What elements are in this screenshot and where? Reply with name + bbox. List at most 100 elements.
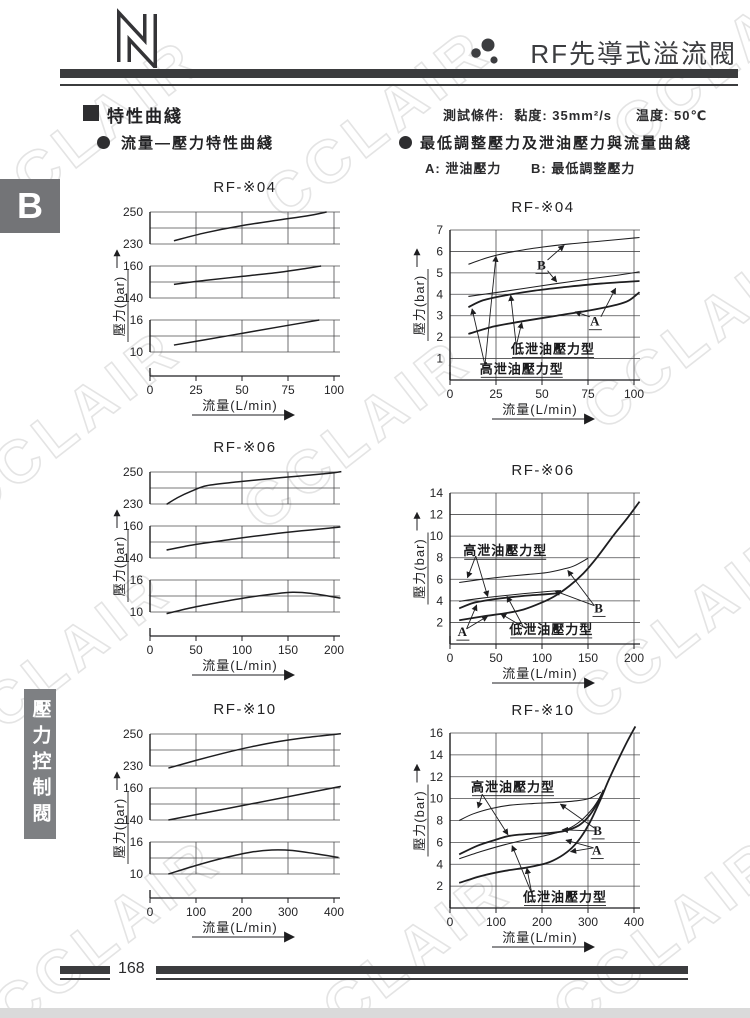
- x-tick-label: 300: [578, 915, 598, 929]
- y-axis-label: 壓力(bar): [412, 275, 427, 335]
- curve-band-2: [168, 849, 339, 875]
- y-axis-label: 壓力(bar): [112, 536, 127, 596]
- curve-band-1: [168, 785, 342, 821]
- left-heading-bullet: [97, 136, 110, 149]
- series-curve-1: [459, 590, 559, 602]
- annotation-label: 低泄油壓力型: [510, 342, 595, 357]
- y-axis-label-group: 壓力(bar): [112, 771, 129, 864]
- chart-min-pressure-rf10: RF-※10 2 4 6 8 10 12 14 16 高泄油壓力型 B A 低泄油壓力型 0 100 200 3…: [400, 699, 665, 964]
- chart-svg-min-pressure-rf06: RF-※06 2 4 6 8 10 12 14 高泄油壓力型 B A 低泄油壓力型 0 50 100 150 2…: [412, 462, 644, 689]
- x-tick-label: 75: [581, 387, 595, 401]
- y-axis-label: 壓力(bar): [412, 538, 427, 598]
- x-tick-label: 50: [535, 387, 549, 401]
- curve-band-0: [166, 470, 342, 505]
- footer-rule-left-thin: [60, 978, 110, 980]
- y-axis-label-group: 壓力(bar): [112, 249, 129, 342]
- annotation-label: 高泄油壓力型: [480, 361, 564, 376]
- y-tick-label: 4: [436, 594, 443, 608]
- x-tick-label: 50: [189, 643, 203, 657]
- y-tick-label: 6: [436, 244, 443, 258]
- x-tick-label: 0: [447, 651, 454, 665]
- y-tick-label: 14: [430, 748, 444, 762]
- header-rule-thin: [60, 84, 738, 86]
- chart-title: RF-※06: [511, 462, 574, 479]
- brand-logo: [98, 6, 172, 72]
- annotation-label: B: [537, 257, 547, 272]
- x-tick-label: 150: [578, 651, 598, 665]
- y-axis-label: 壓力(bar): [112, 798, 127, 858]
- chart-title: RF-※10: [213, 701, 276, 718]
- series-curve-2: [468, 280, 640, 308]
- y-tick-label: 160: [123, 781, 143, 795]
- chart-svg-min-pressure-rf10: RF-※10 2 4 6 8 10 12 14 16 高泄油壓力型 BA 低泄油壓力型 0 100 200 3…: [412, 702, 644, 953]
- y-tick-label: 250: [123, 205, 143, 219]
- test-conditions-label: 測試條件:: [443, 108, 505, 123]
- chart-title: RF-※06: [213, 439, 276, 456]
- curve-band-0: [173, 211, 327, 242]
- series-curve-2: [458, 789, 605, 856]
- x-tick-label: 25: [189, 383, 203, 397]
- section-marker: [83, 105, 99, 121]
- chart-flow-pressure-rf04: RF-※04 250 230 160 140 16 10 0 25 50 75 100 流量(L/min…: [100, 176, 362, 424]
- right-heading-bullet: [399, 136, 412, 149]
- y-tick-label: 14: [430, 486, 444, 500]
- x-tick-label: 100: [232, 643, 252, 657]
- x-tick-label: 100: [186, 905, 206, 919]
- page-bottom-strip: [0, 1008, 750, 1018]
- test-viscosity: 黏度: 35mm²/s: [514, 108, 613, 123]
- x-tick-label: 0: [447, 915, 454, 929]
- y-axis-label-group: 壓力(bar): [412, 763, 429, 857]
- x-tick-label: 100: [624, 387, 644, 401]
- y-tick-label: 8: [436, 551, 443, 565]
- y-tick-label: 5: [436, 266, 443, 280]
- series-curve-3: [458, 726, 637, 884]
- y-tick-label: 10: [430, 792, 444, 806]
- y-tick-label: 160: [123, 519, 143, 533]
- y-axis-label-group: 壓力(bar): [412, 248, 429, 341]
- y-tick-label: 4: [436, 857, 443, 871]
- annotation-label: 低泄油壓力型: [508, 622, 593, 637]
- curve-band-2: [166, 591, 341, 615]
- y-tick-label: 10: [130, 867, 144, 881]
- y-tick-label: 6: [436, 572, 443, 586]
- y-tick-label: 250: [123, 465, 143, 479]
- x-axis-label: 流量(L/min): [502, 666, 577, 681]
- annotation-label: B: [594, 600, 604, 615]
- annotation-label: A: [590, 314, 600, 329]
- annotation-label: 低泄油壓力型: [522, 890, 607, 905]
- annotation-label: A: [592, 843, 602, 858]
- y-tick-label: 160: [123, 259, 143, 273]
- test-temperature: 温度: 50℃: [636, 108, 708, 123]
- x-tick-label: 100: [532, 651, 552, 665]
- chart-min-pressure-rf04: RF-※04 1 2 3 4 5 6 7 B A 低泄油壓力型 高泄油壓力型 0 25 50 75 100 流量(…: [400, 196, 665, 436]
- x-tick-label: 400: [324, 905, 344, 919]
- y-tick-label: 7: [436, 223, 443, 237]
- x-tick-label: 50: [489, 651, 503, 665]
- x-tick-label: 0: [447, 387, 454, 401]
- series-curve-0: [458, 791, 602, 821]
- x-tick-label: 200: [232, 905, 252, 919]
- y-axis-label-group: 壓力(bar): [412, 511, 429, 605]
- test-conditions: 測試條件: 黏度: 35mm²/s 温度: 50℃: [443, 105, 717, 124]
- chart-title: RF-※04: [213, 179, 276, 196]
- page-number: 168: [118, 960, 145, 977]
- y-axis-label: 壓力(bar): [412, 790, 427, 850]
- curve-band-1: [166, 526, 341, 551]
- section-title: 特性曲綫: [107, 107, 183, 126]
- brand-logo-icon: [117, 8, 157, 72]
- y-tick-label: 10: [430, 529, 444, 543]
- y-tick-label: 12: [430, 508, 444, 522]
- x-tick-label: 400: [624, 915, 644, 929]
- annotation-label: B: [593, 823, 603, 838]
- x-axis-label: 流量(L/min): [202, 398, 277, 413]
- x-tick-label: 150: [278, 643, 298, 657]
- y-tick-label: 8: [436, 814, 443, 828]
- x-tick-label: 200: [324, 643, 344, 657]
- y-tick-label: 4: [436, 287, 443, 301]
- x-tick-label: 0: [147, 383, 154, 397]
- series-curve-3: [468, 291, 641, 335]
- footer-rule-right: [156, 966, 688, 974]
- x-axis-label: 流量(L/min): [202, 658, 277, 673]
